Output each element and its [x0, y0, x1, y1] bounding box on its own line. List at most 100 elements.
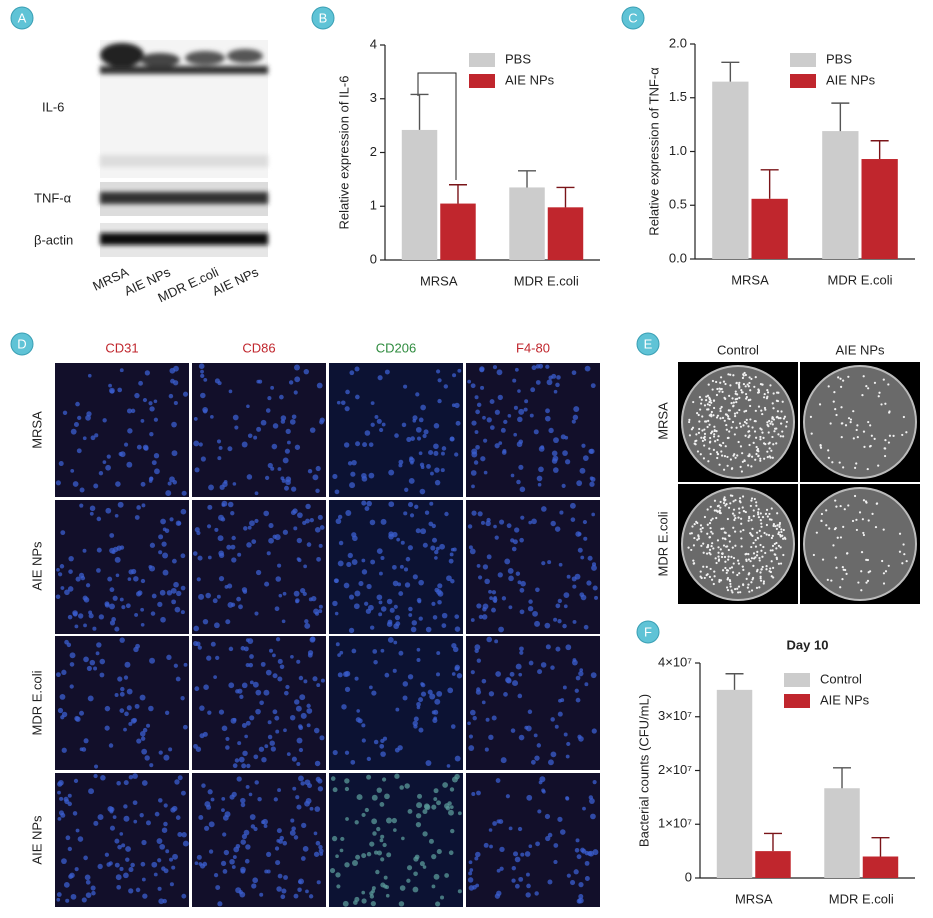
nucleus	[213, 675, 217, 679]
nucleus	[475, 445, 480, 450]
colony	[711, 388, 714, 391]
nucleus	[153, 453, 160, 459]
colony	[708, 548, 712, 551]
nucleus	[266, 551, 271, 556]
nucleus	[55, 480, 61, 486]
nucleus	[450, 828, 455, 834]
nucleus	[313, 727, 320, 734]
nucleus	[227, 501, 234, 508]
nucleus	[215, 885, 221, 890]
nucleus	[158, 534, 164, 540]
colony	[729, 384, 732, 387]
colony	[703, 438, 707, 441]
nucleus	[361, 812, 366, 818]
colony	[755, 554, 759, 557]
y-tick-label: 2	[370, 144, 377, 159]
nucleus	[231, 557, 237, 563]
colony	[717, 558, 721, 561]
colony	[771, 544, 775, 547]
nucleus	[313, 608, 319, 615]
nucleus	[263, 824, 268, 829]
nucleus	[267, 720, 272, 725]
nucleus	[345, 510, 352, 516]
nucleus	[136, 444, 142, 450]
nucleus	[148, 401, 153, 406]
colony	[710, 544, 713, 548]
colony	[696, 538, 699, 541]
colony	[767, 442, 770, 445]
nucleus	[246, 474, 253, 480]
nucleus	[449, 787, 455, 792]
colony	[862, 531, 865, 535]
y-tick-label: 0	[685, 869, 692, 884]
colony	[744, 434, 747, 437]
nucleus	[296, 804, 302, 810]
colony	[742, 373, 745, 376]
legend-label: AIE NPs	[826, 72, 876, 87]
colony	[759, 457, 762, 460]
nucleus	[107, 806, 114, 812]
nucleus	[491, 607, 496, 613]
plate	[681, 365, 795, 479]
colony	[709, 567, 712, 571]
nucleus	[573, 406, 580, 413]
nucleus	[594, 595, 599, 600]
nucleus	[553, 437, 559, 444]
nucleus	[262, 818, 268, 825]
nucleus	[563, 592, 570, 598]
nucleus	[365, 608, 372, 614]
nucleus	[397, 582, 402, 587]
nucleus	[433, 873, 440, 880]
nucleus	[371, 818, 378, 825]
colony	[757, 511, 760, 514]
colony	[764, 512, 768, 515]
nucleus	[483, 438, 488, 443]
nucleus	[119, 597, 124, 602]
y-tick-label: 0.5	[669, 197, 687, 212]
colony	[712, 435, 716, 438]
colony	[732, 374, 735, 377]
plate-grid	[678, 362, 920, 604]
nucleus	[115, 481, 121, 487]
nucleus	[380, 751, 386, 757]
colony	[724, 560, 727, 563]
nucleus	[341, 704, 347, 710]
y-tick-label: 2×10⁷	[658, 762, 692, 777]
colony	[855, 518, 858, 521]
colony	[752, 509, 755, 512]
nucleus	[332, 749, 338, 756]
nucleus	[212, 598, 218, 604]
nucleus	[168, 747, 173, 752]
nucleus	[369, 891, 374, 896]
colony	[873, 437, 876, 440]
nucleus	[337, 514, 343, 520]
colony	[725, 586, 729, 589]
nucleus	[578, 893, 584, 899]
colony	[707, 460, 710, 463]
nucleus	[544, 813, 551, 820]
colony	[730, 589, 733, 592]
nucleus	[163, 803, 168, 808]
colony	[862, 533, 866, 537]
nucleus	[309, 806, 314, 811]
nucleus	[470, 470, 477, 476]
nucleus	[299, 694, 306, 701]
nucleus	[570, 879, 576, 886]
nucleus	[527, 709, 533, 715]
colony	[747, 558, 751, 561]
nucleus	[393, 640, 398, 645]
nucleus	[244, 858, 250, 864]
nucleus	[73, 421, 79, 428]
nucleus	[317, 514, 323, 520]
y-tick-label: 0.0	[669, 250, 687, 265]
nucleus	[394, 773, 400, 779]
colony	[834, 408, 837, 411]
nucleus	[550, 665, 555, 670]
nucleus	[401, 836, 405, 841]
nucleus	[405, 556, 411, 562]
nucleus	[344, 686, 351, 692]
colony	[771, 549, 774, 552]
colony	[760, 409, 763, 412]
nucleus	[562, 450, 568, 456]
colony	[785, 425, 788, 428]
